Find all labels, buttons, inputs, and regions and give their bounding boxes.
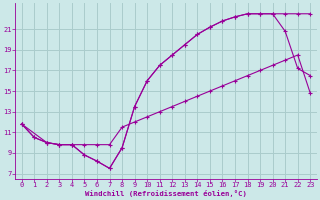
X-axis label: Windchill (Refroidissement éolien,°C): Windchill (Refroidissement éolien,°C) xyxy=(85,190,247,197)
